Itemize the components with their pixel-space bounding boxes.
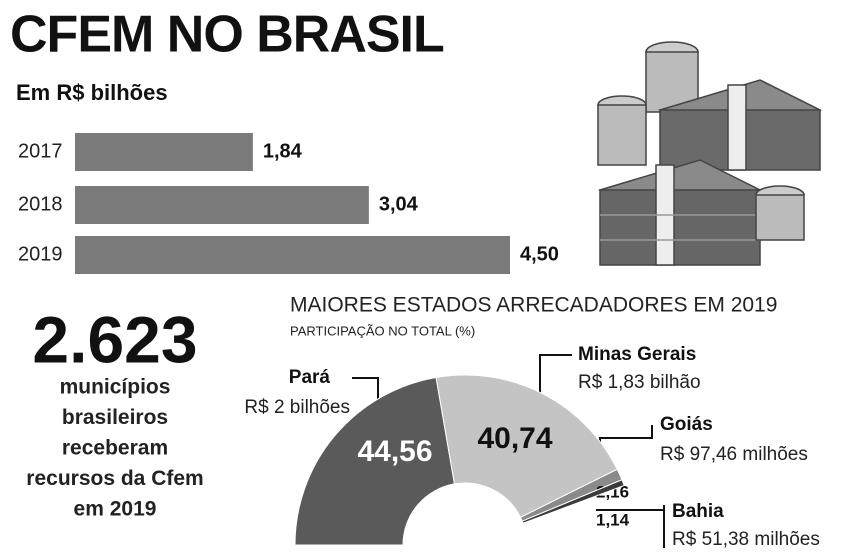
pie-title: MAIORES ESTADOS ARRECADADORES EM 2019 [290,294,777,317]
bar [75,133,253,171]
highlight-text: receberam [62,437,168,460]
amount-label: R$ 97,46 milhões [660,444,808,465]
data-label: 1,14 [596,510,630,529]
leader-line [539,354,572,410]
data-label: 1,84 [263,140,303,162]
legend-label: Bahia [672,501,724,522]
bar [75,186,369,224]
pie-slice [435,374,618,519]
y-tick-label: 2018 [18,193,63,215]
pie-slice [521,479,625,524]
bar [75,236,510,274]
chart-title: CFEM NO BRASIL [10,6,444,64]
chart-subtitle: Em R$ bilhões [16,80,168,105]
pie-subtitle: PARTICIPAÇÃO NO TOTAL (%) [290,323,475,338]
legend-label: Minas Gerais [578,344,696,365]
y-tick-label: 2019 [18,243,63,265]
amount-label: R$ 1,83 bilhão [578,372,701,393]
pie-slice [294,376,456,546]
money-illustration [597,41,823,266]
amount-label: R$ 2 bilhões [244,397,350,418]
legend-label: Pará [289,367,331,388]
highlight-text: recursos da Cfem [26,467,203,490]
highlight-text: municípios [60,376,171,399]
data-label: 40,74 [477,422,552,455]
data-label: 4,50 [520,243,559,265]
amount-label: R$ 51,38 milhões [672,529,820,550]
highlight-text: brasileiros [62,406,168,429]
data-label: 44,56 [357,435,432,468]
y-tick-label: 2017 [18,140,63,162]
data-label: 3,04 [379,193,419,215]
highlight-text: em 2019 [74,498,157,521]
highlight-number: 2.623 [32,302,197,376]
legend-label: Goiás [660,414,713,435]
